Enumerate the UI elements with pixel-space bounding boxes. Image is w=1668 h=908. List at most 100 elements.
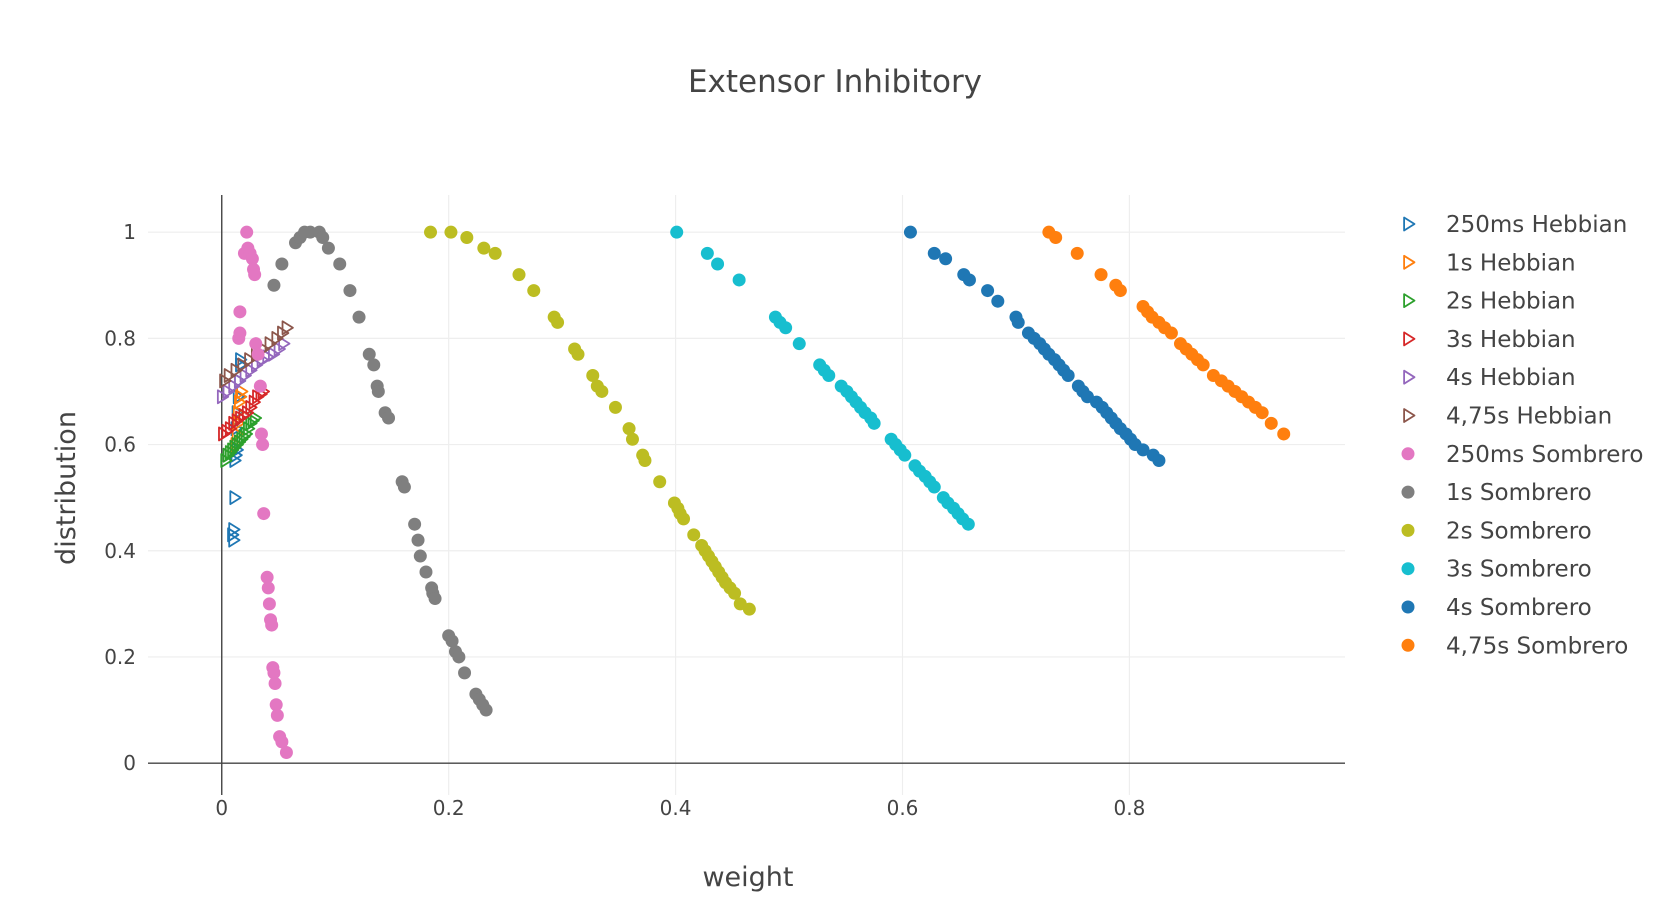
legend-item[interactable]: 1s Hebbian — [1403, 250, 1576, 276]
data-point — [1049, 230, 1063, 244]
data-point — [460, 230, 474, 244]
series-2 — [220, 410, 263, 468]
legend-item[interactable]: 4,75s Sombrero — [1401, 633, 1629, 659]
data-point — [268, 676, 282, 690]
data-point — [1255, 406, 1269, 420]
data-point — [413, 549, 427, 563]
data-point — [1164, 326, 1178, 340]
legend-item[interactable]: 4s Sombrero — [1401, 595, 1592, 621]
data-point — [939, 252, 953, 266]
data-point — [321, 241, 335, 255]
data-point — [236, 384, 249, 399]
data-point — [230, 362, 243, 378]
data-point — [1094, 268, 1108, 282]
data-point — [428, 592, 442, 606]
legend-label: 4,75s Sombrero — [1446, 633, 1628, 659]
data-point — [275, 735, 289, 749]
data-point — [742, 602, 756, 616]
data-point — [245, 252, 259, 266]
data-point — [512, 268, 526, 282]
legend-item[interactable]: 3s Hebbian — [1403, 327, 1576, 353]
data-point — [488, 246, 502, 260]
data-point — [1011, 315, 1025, 329]
data-point — [608, 400, 622, 414]
axes: 0 0.2 0.4 0.6 0.8 1 0 0.2 0.4 0.6 0.8 — [104, 195, 1345, 820]
data-point — [248, 268, 262, 282]
y-tick-label: 0.2 — [104, 645, 136, 669]
data-point — [254, 427, 268, 441]
legend-item[interactable]: 2s Hebbian — [1403, 289, 1576, 315]
data-point — [235, 352, 248, 368]
data-point — [248, 394, 261, 410]
data-point — [711, 257, 725, 271]
legend-item[interactable]: 3s Sombrero — [1401, 557, 1592, 583]
legend-item[interactable]: 1s Sombrero — [1401, 480, 1592, 506]
legend-marker — [1403, 216, 1416, 232]
legend-marker — [1401, 562, 1415, 576]
legend-label: 4,75s Hebbian — [1446, 404, 1612, 430]
x-axis-label: weight — [702, 862, 793, 893]
data-point — [267, 278, 281, 292]
data-point — [367, 358, 381, 372]
data-point — [264, 336, 277, 352]
legend-item[interactable]: 4s Hebbian — [1403, 365, 1576, 391]
y-tick-label: 0.4 — [104, 539, 136, 563]
data-point — [382, 411, 396, 425]
x-tick-label: 0.8 — [1114, 796, 1146, 820]
x-tick-label: 0 — [215, 796, 228, 820]
legend-marker — [1403, 369, 1416, 385]
data-point — [278, 336, 291, 352]
y-tick-label: 0.6 — [104, 433, 136, 457]
legend-item[interactable]: 2s Sombrero — [1401, 518, 1592, 544]
data-point — [249, 410, 263, 426]
legend-marker — [1401, 638, 1415, 652]
legend[interactable]: 250ms Hebbian 1s Hebbian 2s Hebbian 3s Hebb… — [1401, 212, 1644, 659]
data-point — [303, 225, 317, 239]
data-point — [927, 480, 941, 494]
data-point — [653, 475, 667, 489]
data-point — [927, 246, 941, 260]
data-point — [1264, 416, 1278, 430]
data-point — [233, 394, 247, 410]
legend-marker — [1401, 523, 1415, 537]
data-point — [235, 389, 248, 405]
data-point — [275, 257, 289, 271]
data-point — [822, 369, 836, 383]
data-point — [228, 522, 241, 537]
data-point — [333, 257, 347, 271]
data-point — [962, 273, 976, 287]
data-point — [991, 294, 1005, 308]
data-point — [981, 284, 995, 298]
data-point — [1070, 246, 1084, 260]
data-point — [223, 368, 236, 383]
data-point — [622, 422, 636, 436]
data-point — [424, 225, 438, 239]
data-point — [479, 703, 493, 717]
data-point — [229, 490, 242, 506]
x-tick-label: 0.2 — [433, 796, 465, 820]
legend-label: 2s Sombrero — [1446, 518, 1592, 544]
legend-label: 250ms Hebbian — [1446, 212, 1627, 238]
legend-item[interactable]: 250ms Hebbian — [1403, 212, 1627, 238]
data-point — [270, 708, 284, 722]
data-point — [232, 389, 246, 405]
data-point — [1113, 284, 1127, 298]
y-tick-label: 0.8 — [104, 326, 136, 350]
data-point — [256, 438, 270, 452]
data-point — [343, 284, 357, 298]
data-point — [261, 581, 275, 595]
data-point — [262, 597, 276, 611]
series-7 — [267, 225, 493, 717]
data-point — [240, 225, 254, 239]
data-point — [237, 357, 250, 373]
legend-item[interactable]: 4,75s Hebbian — [1403, 404, 1612, 430]
data-point — [232, 331, 246, 345]
data-point — [241, 405, 255, 421]
series-10 — [903, 225, 1166, 467]
data-point — [444, 225, 458, 239]
data-point — [867, 416, 881, 430]
legend-item[interactable]: 250ms Sombrero — [1401, 442, 1644, 468]
data-point — [281, 320, 294, 336]
legend-label: 4s Hebbian — [1446, 365, 1576, 391]
